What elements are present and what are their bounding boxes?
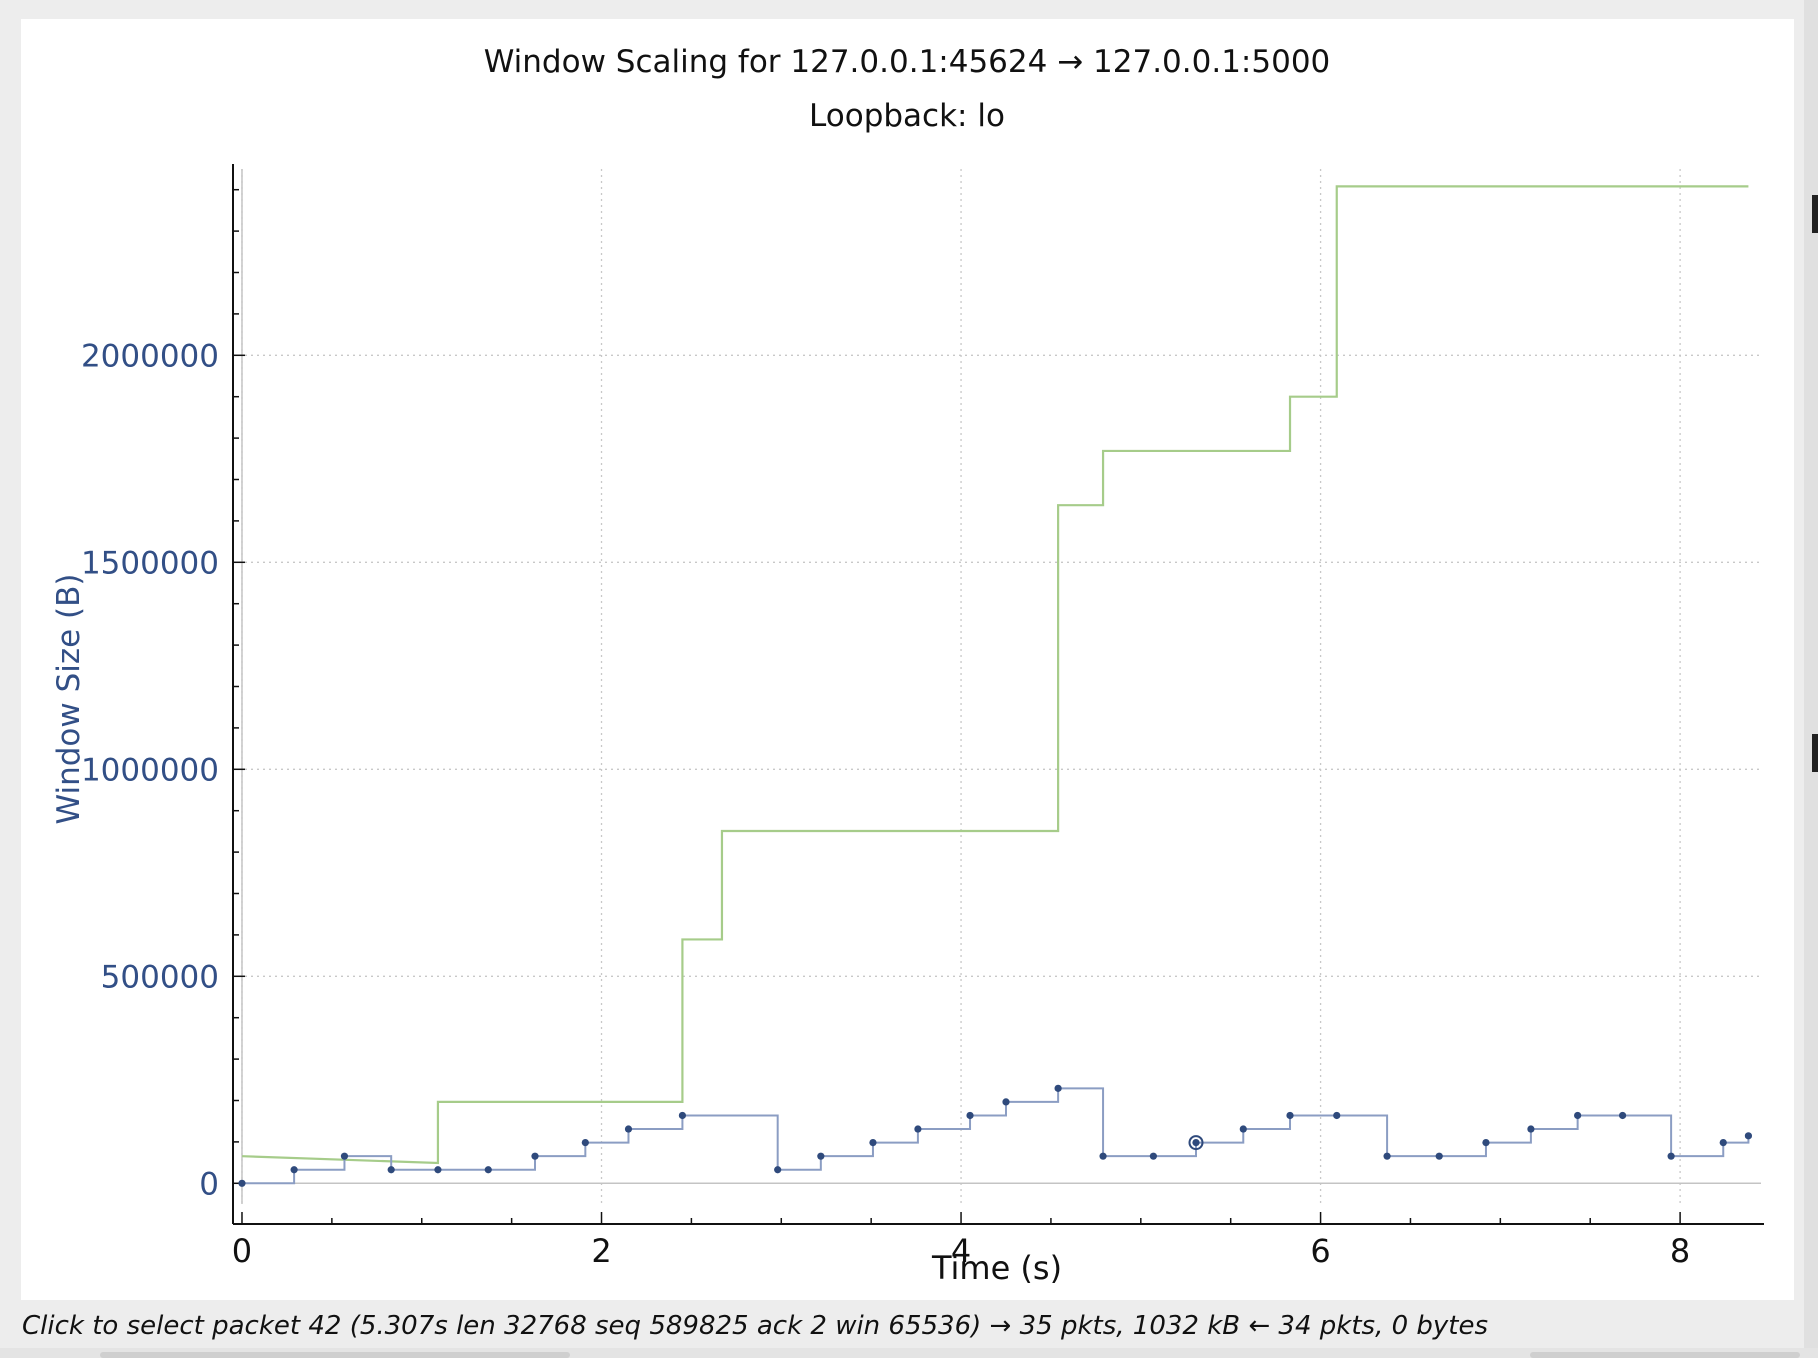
y-tick-label: 1000000 bbox=[81, 752, 219, 788]
packet-point bbox=[624, 1125, 633, 1133]
x-tick-label: 8 bbox=[1670, 1232, 1690, 1270]
packet-point bbox=[1192, 1139, 1200, 1147]
packet-point bbox=[1286, 1111, 1294, 1120]
y-tick-label: 500000 bbox=[101, 959, 219, 995]
packet-point bbox=[1744, 1132, 1753, 1140]
packet-point bbox=[914, 1125, 922, 1133]
packet-point bbox=[1667, 1152, 1675, 1160]
grid-lines bbox=[233, 169, 1761, 1204]
packet-point bbox=[531, 1152, 539, 1160]
packet-points[interactable] bbox=[238, 1084, 1753, 1187]
packet-point bbox=[1435, 1152, 1443, 1160]
y-tick-label: 1500000 bbox=[81, 545, 219, 581]
packet-point bbox=[434, 1166, 442, 1174]
packet-point bbox=[581, 1139, 589, 1147]
packet-point bbox=[238, 1179, 246, 1187]
packet-point bbox=[678, 1111, 687, 1120]
y-tick-label: 0 bbox=[199, 1166, 219, 1202]
packet-point bbox=[1099, 1152, 1107, 1160]
packet-point bbox=[774, 1166, 782, 1174]
packet-point bbox=[1054, 1084, 1062, 1092]
y-tick-label: 2000000 bbox=[81, 338, 219, 374]
x-tick-label: 6 bbox=[1310, 1232, 1330, 1270]
packet-point bbox=[1333, 1111, 1341, 1120]
x-tick-label: 2 bbox=[591, 1232, 611, 1270]
x-axis-label: Time (s) bbox=[931, 1249, 1062, 1287]
window-scaling-chart[interactable]: Window Scaling for 127.0.0.1:45624 → 127… bbox=[21, 19, 1794, 1300]
packet-point bbox=[340, 1152, 349, 1160]
tick-labels: 0 500000 1000000 1500000 2000000 0 2 4 6 8 bbox=[81, 338, 1690, 1270]
window-edge bbox=[1804, 0, 1818, 1358]
series-lines bbox=[241, 185, 1750, 1185]
status-bar: Click to select packet 42 (5.307s len 32… bbox=[22, 1311, 1489, 1341]
packet-point bbox=[817, 1152, 825, 1160]
chart-subtitle: Loopback: lo bbox=[809, 98, 1005, 134]
packet-point bbox=[484, 1166, 492, 1174]
selected-packet-marker bbox=[1188, 1135, 1204, 1151]
packet-point bbox=[1527, 1125, 1535, 1133]
y-axis-label: Window Size (B) bbox=[51, 573, 87, 824]
packet-point bbox=[966, 1111, 974, 1120]
packet-point bbox=[1482, 1139, 1490, 1147]
plot-panel[interactable]: Window Scaling for 127.0.0.1:45624 → 127… bbox=[21, 19, 1794, 1300]
packet-point bbox=[387, 1166, 395, 1174]
rwin-step-line bbox=[241, 185, 1749, 1165]
chart-title: Window Scaling for 127.0.0.1:45624 → 127… bbox=[484, 44, 1331, 80]
x-tick-label: 0 bbox=[232, 1232, 252, 1270]
packet-point bbox=[869, 1139, 877, 1147]
packet-point bbox=[1002, 1098, 1010, 1106]
packet-point bbox=[1149, 1152, 1157, 1160]
axes bbox=[232, 164, 1764, 1225]
packet-point bbox=[1719, 1139, 1727, 1147]
x-tick-label: 4 bbox=[951, 1232, 971, 1270]
packet-point bbox=[1574, 1111, 1582, 1120]
packet-point bbox=[290, 1166, 298, 1174]
packet-point bbox=[1618, 1111, 1627, 1120]
packet-point bbox=[1239, 1125, 1247, 1133]
bottom-button-row bbox=[0, 1348, 1818, 1358]
packet-point bbox=[1383, 1152, 1391, 1160]
